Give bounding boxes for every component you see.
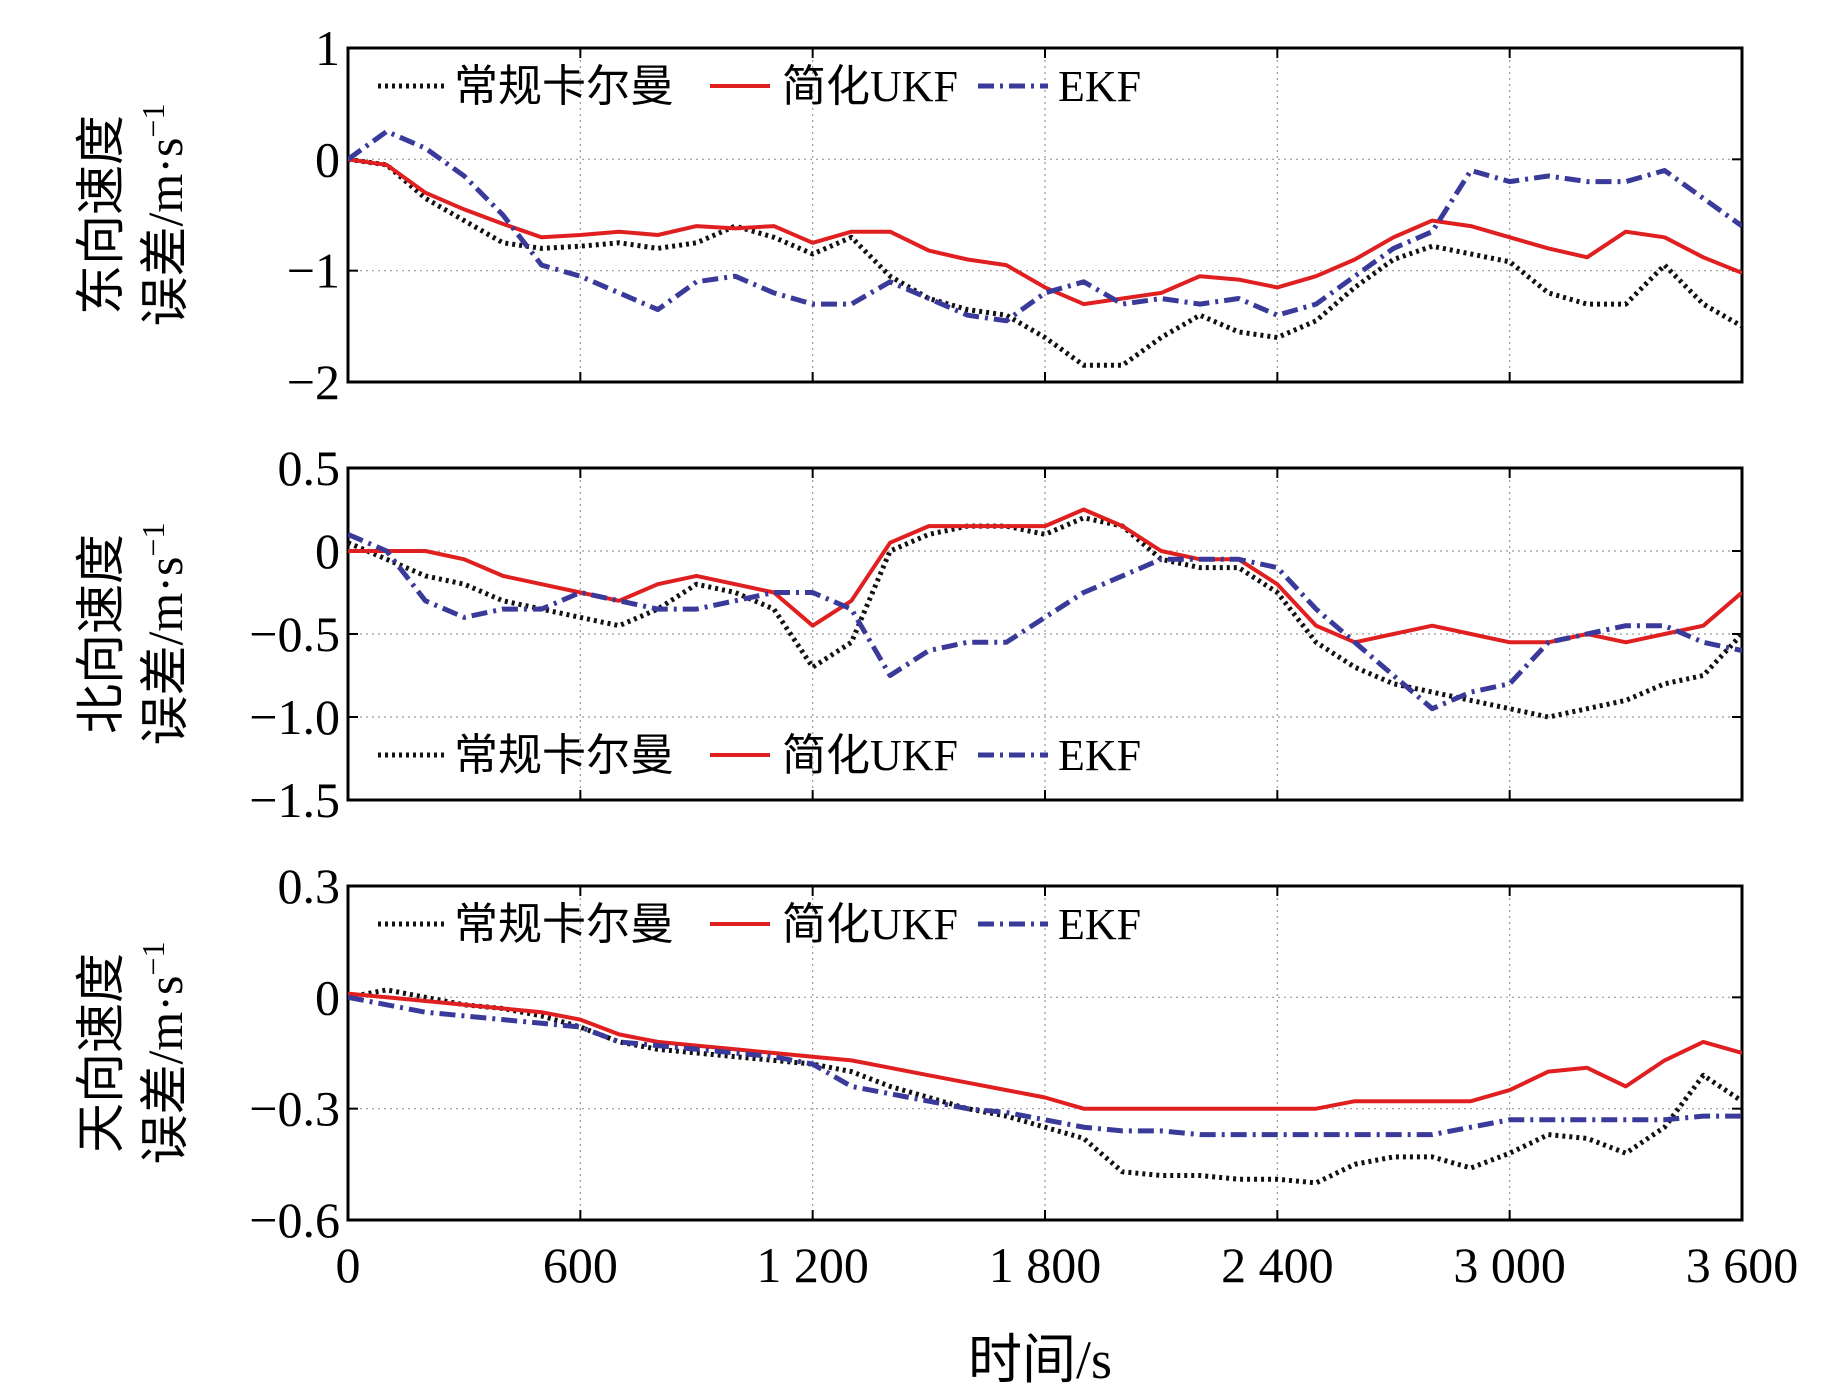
series-group-north [348, 507, 1742, 720]
series-line-conventional-kalman [348, 987, 1742, 1186]
x-tick-label: 0 [336, 1237, 361, 1293]
y-tick-label: 0 [315, 969, 340, 1025]
legend-label-0: 常规卡尔曼 [454, 731, 674, 780]
series-line-simplified-ukf [348, 157, 1742, 307]
y-tick-label: −1.0 [249, 689, 340, 745]
x-axis-label: 时间/s [968, 1330, 1112, 1390]
y-axis-label-line2: 误差/m·s−1 [135, 523, 193, 746]
y-axis-label-line2: 误差/m·s−1 [135, 942, 193, 1165]
y-axis-label-superscript: −1 [135, 104, 171, 138]
legend-label-2: EKF [1058, 731, 1141, 780]
x-tick-label: 1 800 [989, 1237, 1102, 1293]
y-axis-label-unit: 误差/m·s [137, 557, 193, 746]
y-axis-label-superscript: −1 [135, 942, 171, 976]
x-tick-label: 3 000 [1453, 1237, 1566, 1293]
legend-north: 常规卡尔曼 简化UKF EKF [378, 731, 1141, 780]
legend-up: 常规卡尔曼 简化UKF EKF [378, 900, 1141, 949]
series-line-ekf [348, 129, 1742, 324]
legend-label-1: 简化UKF [782, 900, 958, 949]
y-tick-label: 0.5 [278, 440, 341, 496]
x-tick-label: 2 400 [1221, 1237, 1334, 1293]
y-tick-label: 1 [315, 20, 340, 76]
legend-label-0: 常规卡尔曼 [454, 62, 674, 111]
y-tick-label: −0.5 [249, 606, 340, 662]
panel-north: 0.5 0 −0.5 −1.0 −1.5 北向速度 误差/m·s−1 常规卡尔曼 简化UKF EK… [73, 440, 1744, 828]
y-axis-label-line1: 东向速度 [73, 115, 129, 315]
x-tick-label: 600 [543, 1237, 618, 1293]
y-axis-label-line2: 误差/m·s−1 [135, 104, 193, 327]
legend-label-0: 常规卡尔曼 [454, 900, 674, 949]
y-tick-label: −0.6 [249, 1192, 340, 1248]
legend-label-2: EKF [1058, 62, 1141, 111]
y-axis-label-line1: 北向速度 [73, 534, 129, 734]
y-axis-label-unit: 误差/m·s [137, 976, 193, 1165]
series-line-simplified-ukf [348, 507, 1742, 645]
x-tick-label: 1 200 [756, 1237, 869, 1293]
y-tick-label: −1.5 [249, 772, 340, 828]
y-tick-label: −1 [287, 243, 340, 299]
y-axis-label-unit: 误差/m·s [137, 138, 193, 327]
y-axis-label-line1: 天向速度 [73, 953, 129, 1153]
series-line-conventional-kalman [348, 156, 1742, 368]
y-tick-label: 0 [315, 523, 340, 579]
grid-north [348, 468, 1742, 800]
y-tick-label: 0 [315, 131, 340, 187]
legend-label-1: 简化UKF [782, 731, 958, 780]
series-group-up [348, 987, 1742, 1186]
legend-label-1: 简化UKF [782, 62, 958, 111]
series-line-conventional-kalman [348, 515, 1742, 720]
legend-label-2: EKF [1058, 900, 1141, 949]
series-group-east [348, 129, 1742, 368]
grid-east [348, 48, 1742, 382]
series-line-ekf [348, 994, 1742, 1138]
y-tick-label: −2 [287, 354, 340, 410]
legend-east: 常规卡尔曼 简化UKF EKF [378, 62, 1141, 111]
y-axis-label-superscript: −1 [135, 523, 171, 557]
x-tick-label: 3 600 [1686, 1237, 1799, 1293]
panel-up: 0.3 0 −0.3 −0.6 天向速度 误差/m·s−1 常规卡尔曼 简化UKF EKF [73, 858, 1744, 1248]
y-tick-label: −0.3 [249, 1081, 340, 1137]
series-line-simplified-ukf [348, 991, 1742, 1111]
y-tick-label: 0.3 [278, 858, 341, 914]
series-line-ekf [348, 532, 1742, 712]
grid-up [348, 886, 1742, 1220]
